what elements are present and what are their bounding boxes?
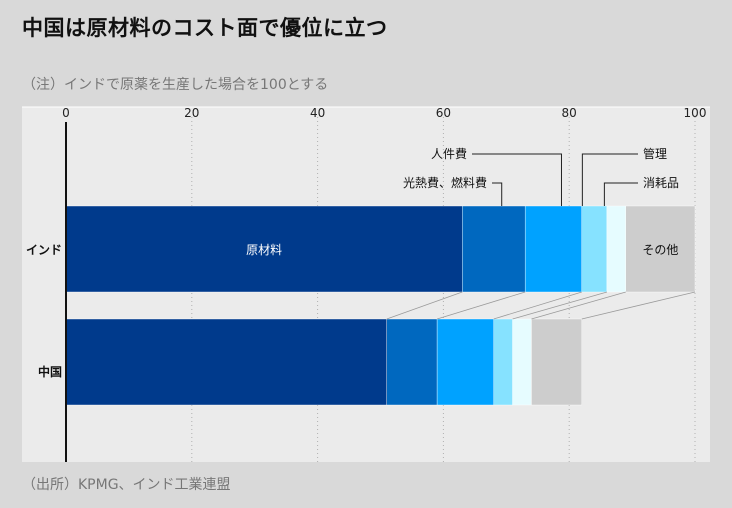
bar-segment <box>65 205 463 293</box>
bar-label: 原材料 <box>246 243 282 257</box>
x-tick-label: 20 <box>184 106 199 120</box>
connector-line <box>512 291 608 320</box>
bar-segment <box>606 205 627 293</box>
callout-line <box>472 153 562 206</box>
callout-label: 人件費 <box>431 146 467 161</box>
bar-segment <box>436 318 494 406</box>
bar-label: その他 <box>642 243 678 257</box>
bar-segment <box>65 318 387 406</box>
x-tick-label: 100 <box>684 106 707 120</box>
bar-segment <box>386 318 438 406</box>
connector-line <box>581 291 696 320</box>
connector-line <box>531 291 626 320</box>
bar-segment <box>581 205 608 293</box>
callout-label: 光熱費、燃料費 <box>403 175 487 190</box>
bar-segment <box>531 318 582 406</box>
chart-note: （注）インドで原薬を生産した場合を100とする <box>22 77 329 93</box>
chart-source: （出所）KPMG、インド工業連盟 <box>22 477 231 493</box>
bar-segment <box>625 205 696 293</box>
bar-segment <box>493 318 513 406</box>
connector-line <box>436 291 526 320</box>
category-label: 中国 <box>38 364 62 379</box>
bar-segment <box>524 205 582 293</box>
callout-line <box>492 182 503 206</box>
callout-line <box>581 153 638 206</box>
bar-segment <box>462 205 526 293</box>
x-tick-label: 40 <box>310 106 325 120</box>
callout-line <box>603 182 638 206</box>
category-label: インド <box>26 243 62 257</box>
chart-title: 中国は原材料のコスト面で優位に立つ <box>22 16 388 40</box>
x-tick-label: 0 <box>62 106 70 120</box>
connector-line <box>493 291 582 320</box>
callout-label: 消耗品 <box>643 176 679 190</box>
bar-segment <box>512 318 532 406</box>
connector-line <box>386 291 463 320</box>
callout-label: 管理 <box>643 146 667 161</box>
x-tick-label: 80 <box>562 106 577 120</box>
x-tick-label: 60 <box>436 106 451 120</box>
